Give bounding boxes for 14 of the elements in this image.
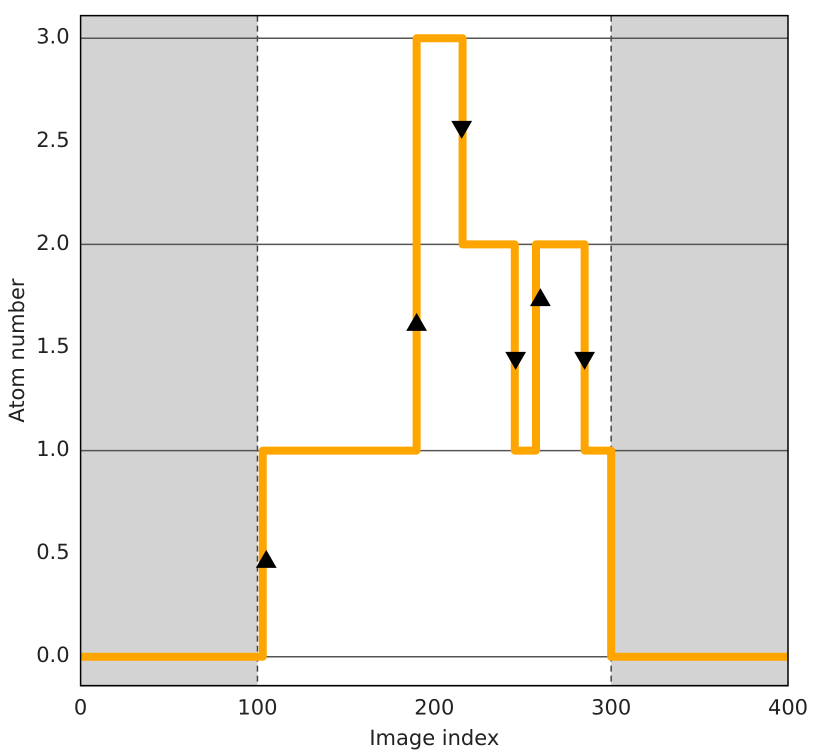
y-tick-label: 2.0 [36, 230, 70, 255]
x-tick-label: 0 [74, 696, 88, 720]
y-tick-label: 0.0 [36, 643, 70, 668]
y-axis-title: Atom number [5, 278, 30, 423]
x-tick-label: 300 [591, 696, 632, 720]
x-tick-label: 100 [237, 696, 278, 720]
y-tick-label: 2.5 [36, 128, 70, 152]
x-axis-title: Image index [369, 726, 500, 750]
x-tick-label: 200 [414, 696, 454, 720]
y-tick-label: 1.5 [36, 334, 70, 358]
y-tick-label: 3.0 [36, 24, 70, 49]
y-tick-label: 0.5 [36, 540, 70, 564]
x-tick-label: 400 [768, 696, 808, 720]
y-tick-label: 1.0 [36, 437, 70, 462]
